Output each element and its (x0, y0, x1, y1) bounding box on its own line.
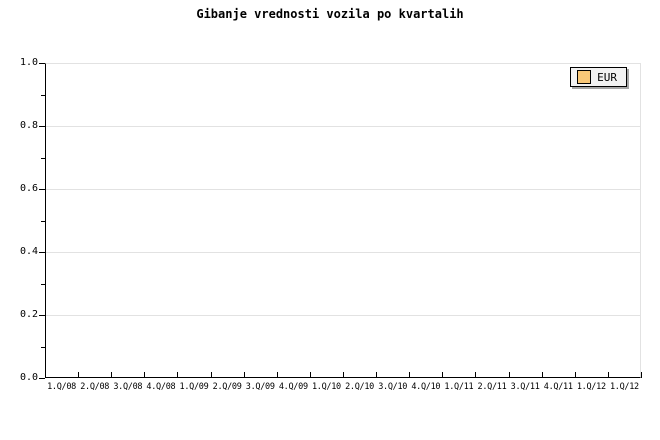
y-axis-tick (39, 378, 45, 379)
gridline (46, 252, 640, 253)
x-axis-tick (78, 372, 79, 378)
x-axis-tick (277, 372, 278, 378)
x-axis-tick-label: 1.Q/12 (609, 382, 639, 392)
x-axis-tick (111, 372, 112, 378)
x-axis-tick-label: 1.Q/10 (311, 382, 341, 392)
x-axis-tick (177, 372, 178, 378)
x-axis-tick-label: 1.Q/08 (47, 382, 76, 392)
y-axis-minor-tick (41, 158, 45, 159)
x-axis-tick (542, 372, 543, 378)
x-axis-tick-label: 3.Q/08 (113, 382, 143, 392)
x-axis-tick (244, 372, 245, 378)
x-axis-tick (211, 372, 212, 378)
x-axis-tick-label: 4.Q/11 (543, 382, 573, 392)
gridline (46, 315, 640, 316)
x-axis-tick (409, 372, 410, 378)
y-axis-tick-label: 0.2 (19, 309, 38, 320)
x-axis-tick (475, 372, 476, 378)
y-axis-tick (39, 252, 45, 253)
legend-box[interactable]: EUR (570, 67, 627, 87)
x-axis-tick-label: 3.Q/11 (510, 382, 540, 392)
x-axis-tick-label: 2.Q/08 (80, 382, 110, 392)
gridline (46, 189, 640, 190)
x-axis-tick (608, 372, 609, 378)
x-axis-tick-label: 4.Q/10 (411, 382, 441, 392)
x-axis-tick (376, 372, 377, 378)
y-axis-tick (39, 126, 45, 127)
x-axis-tick (343, 372, 344, 378)
x-axis-tick-label: 3.Q/09 (245, 382, 275, 392)
x-axis-tick-label: 4.Q/09 (278, 382, 308, 392)
x-axis-tick (509, 372, 510, 378)
x-axis-tick-label: 3.Q/10 (378, 382, 408, 392)
x-axis-tick-label: 4.Q/08 (146, 382, 176, 392)
x-axis-tick-label: 1.Q/12 (576, 382, 606, 392)
y-axis-tick-label: 0.0 (19, 372, 38, 383)
x-axis-tick-label: 1.Q/09 (179, 382, 209, 392)
y-axis-minor-tick (41, 95, 45, 96)
x-axis-tick (144, 372, 145, 378)
y-axis-minor-tick (41, 221, 45, 222)
x-axis-tick (310, 372, 311, 378)
x-axis-tick-label: 1.Q/11 (444, 382, 474, 392)
legend-series-label: EUR (597, 70, 617, 84)
y-axis-tick (39, 189, 45, 190)
legend-color-swatch (577, 70, 592, 84)
y-axis-tick-label: 0.4 (19, 246, 38, 257)
x-axis-tick-label: 2.Q/09 (212, 382, 242, 392)
plot-area: EUR (45, 63, 641, 378)
y-axis-tick (39, 315, 45, 316)
y-axis-minor-tick (41, 347, 45, 348)
x-axis-tick (641, 372, 642, 378)
y-axis-tick-label: 0.8 (19, 120, 38, 131)
y-axis-tick-label: 0.6 (19, 183, 38, 194)
x-axis-tick-label: 2.Q/11 (477, 382, 507, 392)
gridline (46, 126, 640, 127)
x-axis-tick (575, 372, 576, 378)
y-axis-minor-tick (41, 284, 45, 285)
chart-title: Gibanje vrednosti vozila po kvartalih (196, 7, 464, 21)
x-axis-tick (442, 372, 443, 378)
x-axis-tick-label: 2.Q/10 (345, 382, 374, 392)
y-axis-tick (39, 63, 45, 64)
y-axis-tick-label: 1.0 (19, 57, 38, 68)
